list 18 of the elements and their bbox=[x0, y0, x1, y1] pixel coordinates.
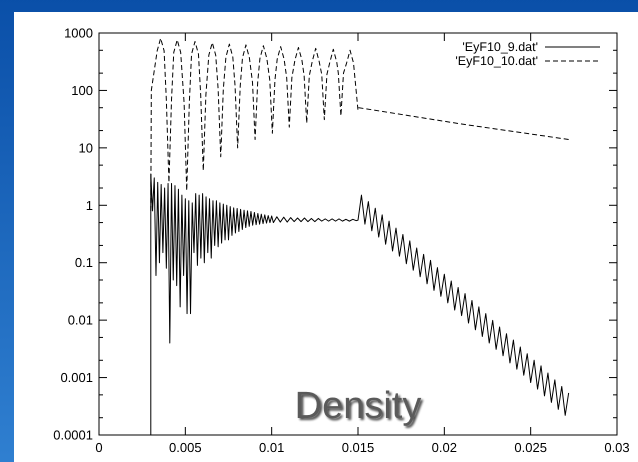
legend-label: 'EyF10_9.dat' bbox=[462, 40, 538, 54]
legend-label: 'EyF10_10.dat' bbox=[455, 54, 538, 68]
x-tick-label: 0.02 bbox=[432, 440, 457, 455]
y-tick-label: 1 bbox=[86, 198, 93, 213]
x-tick-label: 0.01 bbox=[259, 440, 284, 455]
x-tick-label: 0.015 bbox=[342, 440, 374, 455]
x-tick-label: 0.005 bbox=[169, 440, 202, 455]
y-tick-label: 10 bbox=[78, 140, 93, 156]
annotation: Density bbox=[294, 385, 422, 427]
y-tick-label: 0.001 bbox=[60, 370, 93, 386]
y-tick-label: 0.1 bbox=[74, 255, 93, 270]
y-tick-label: 0.0001 bbox=[53, 428, 93, 442]
y-tick-label: 1000 bbox=[64, 26, 93, 40]
y-tick-label: 100 bbox=[71, 82, 93, 98]
x-tick-label: 0.025 bbox=[514, 440, 547, 455]
x-tick-label: 0.03 bbox=[604, 440, 630, 455]
y-tick-label: 0.01 bbox=[68, 312, 93, 328]
x-tick-label: 0 bbox=[95, 440, 103, 455]
